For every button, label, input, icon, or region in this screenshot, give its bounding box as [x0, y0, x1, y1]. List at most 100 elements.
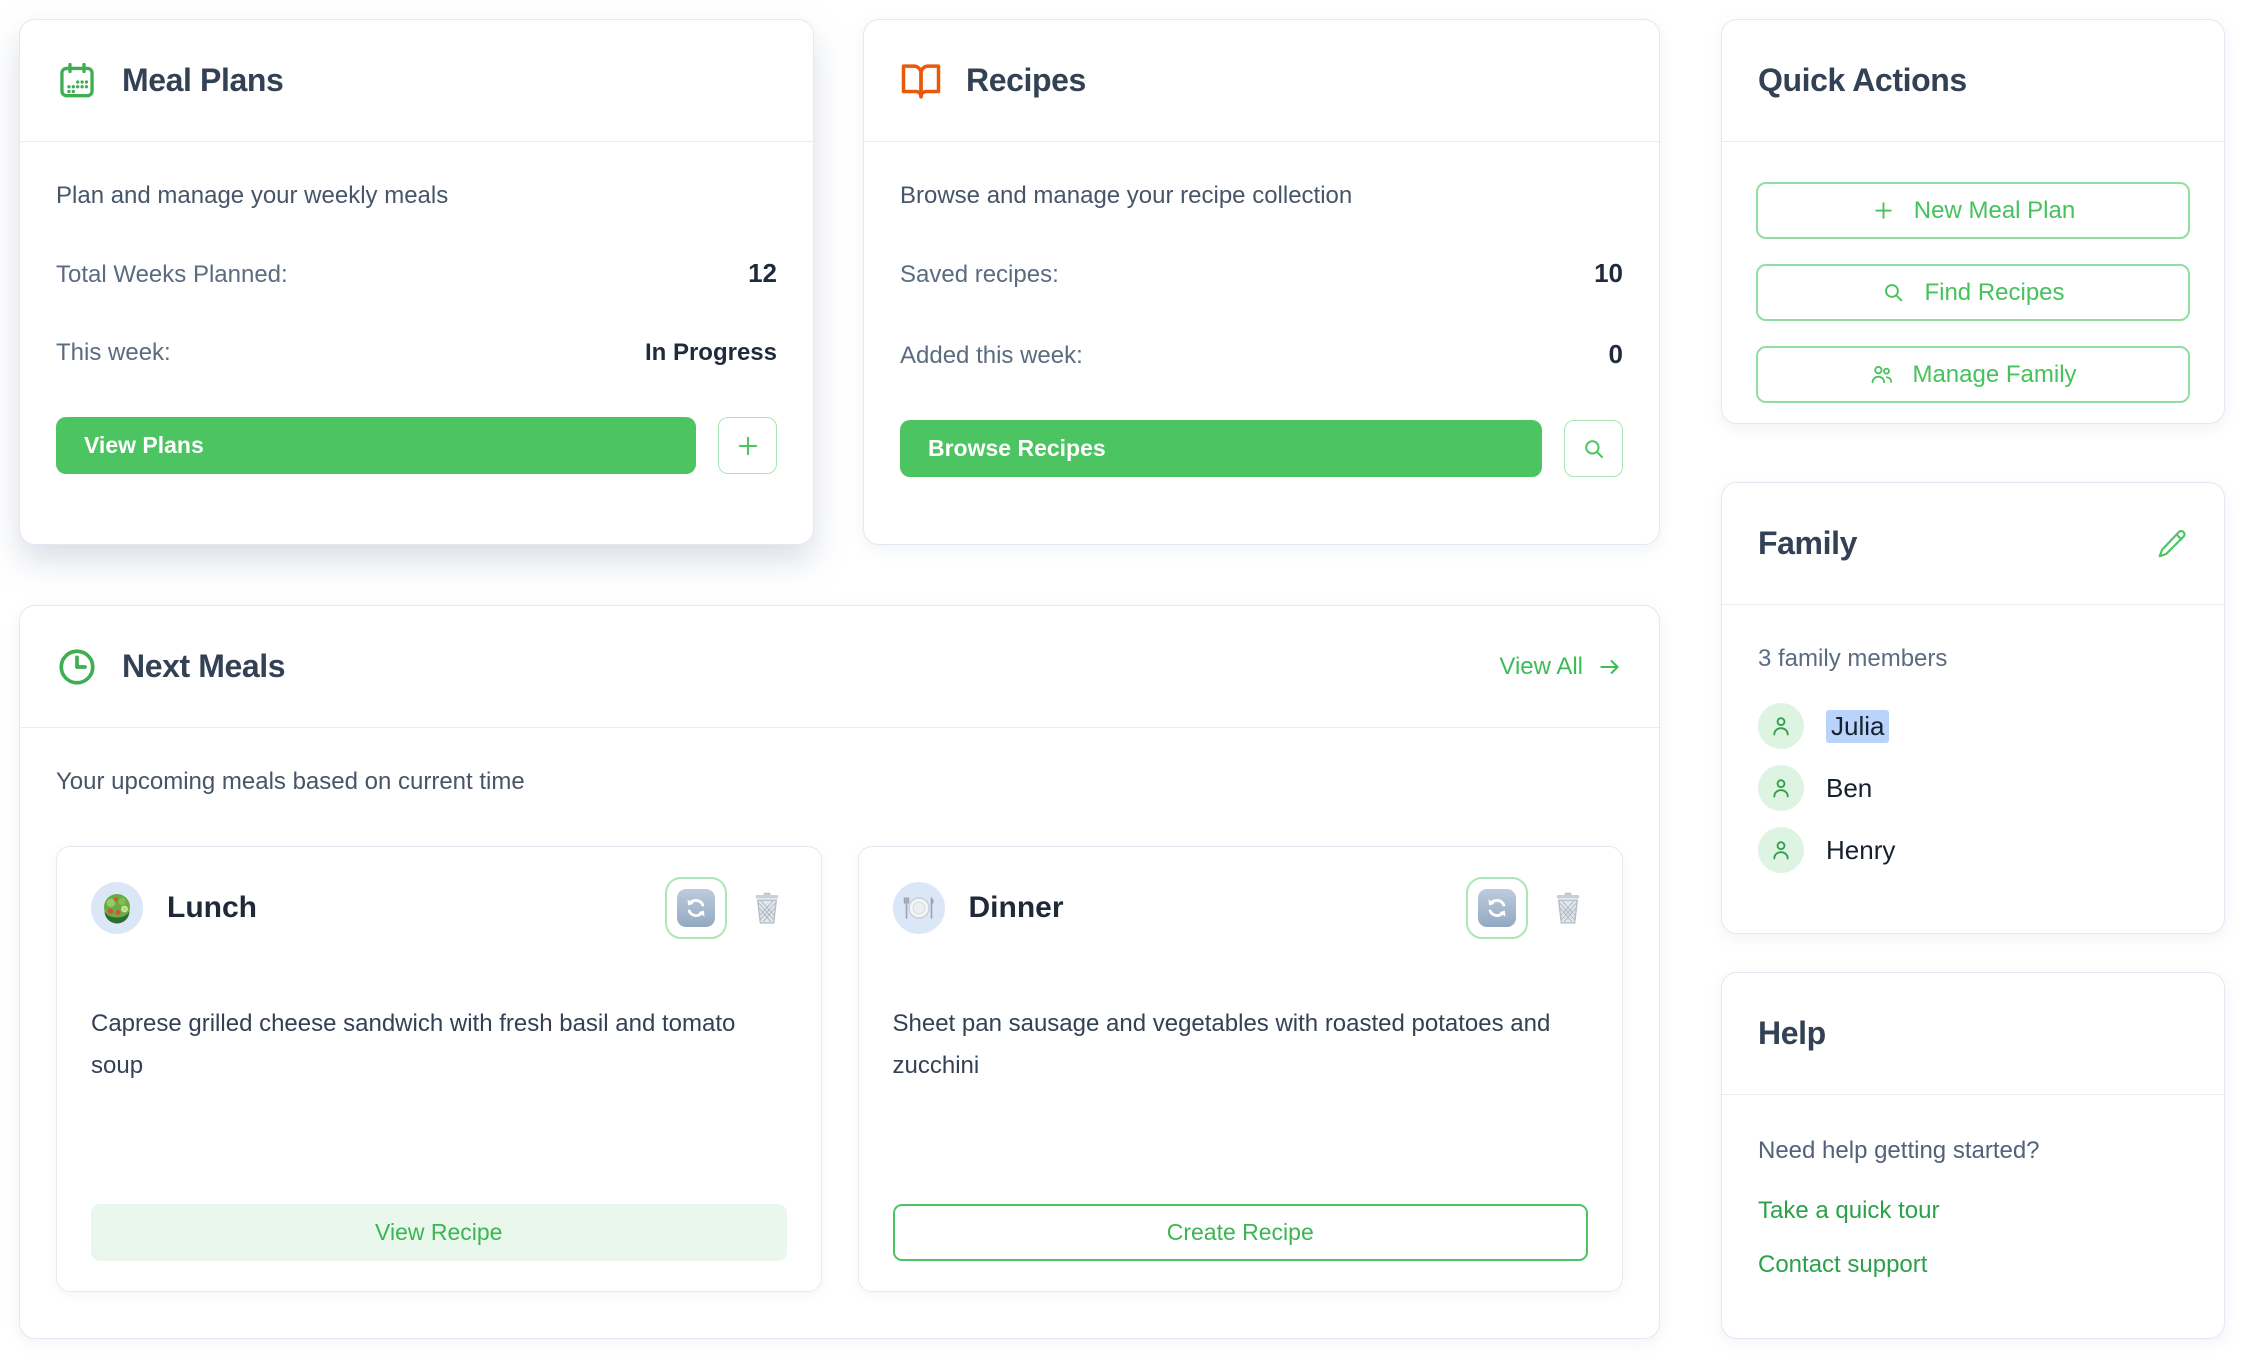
arrow-right-icon	[1597, 654, 1623, 680]
stat-row-added-this-week: Added this week: 0	[900, 339, 1623, 370]
help-question: Need help getting started?	[1758, 1137, 2040, 1164]
meal-plans-title: Meal Plans	[122, 62, 284, 98]
next-meals-title: Next Meals	[122, 648, 286, 684]
swap-meal-button[interactable]	[1466, 877, 1528, 939]
refresh-icon	[676, 889, 715, 927]
quick-actions-title: Quick Actions	[1758, 62, 1967, 98]
next-meals-header: Next Meals View All	[20, 606, 1659, 728]
refresh-icon	[1478, 889, 1516, 927]
plate-utensils-icon	[892, 882, 945, 934]
trash-icon	[747, 888, 787, 928]
take-tour-link[interactable]: Take a quick tour	[1758, 1197, 1940, 1224]
dashboard: Meal Plans Plan and manage your weekly m…	[19, 19, 2225, 1339]
pencil-icon	[2156, 528, 2188, 560]
view-plans-button[interactable]: View Plans	[56, 417, 696, 474]
help-title: Help	[1758, 1015, 1826, 1051]
view-all-label: View All	[1499, 652, 1583, 680]
stat-label: Added this week:	[900, 342, 1083, 369]
next-meals-body: Your upcoming meals based on current tim…	[20, 728, 1659, 1328]
quick-action-label: New Meal Plan	[1913, 196, 2076, 224]
dinner-header: Dinner	[892, 877, 1589, 939]
new-meal-plan-button[interactable]: New Meal Plan	[1756, 182, 2190, 239]
sidebar: Quick Actions New Meal Plan	[1721, 19, 2225, 1339]
family-card: Family 3 family members	[1721, 482, 2225, 934]
stat-value: 0	[1608, 339, 1623, 369]
stat-label: This week:	[56, 339, 171, 366]
contact-support-link[interactable]: Contact support	[1758, 1251, 1928, 1278]
next-meals-heading: Next Meals	[56, 646, 286, 688]
recipes-header: Recipes	[864, 20, 1659, 142]
help-card: Help Need help getting started? Take a q…	[1721, 972, 2225, 1339]
view-all-link[interactable]: View All	[1499, 653, 1623, 681]
edit-family-button[interactable]	[2156, 528, 2188, 560]
view-recipe-button[interactable]: View Recipe	[91, 1204, 787, 1261]
lunch-header: Lunch	[91, 877, 787, 939]
dinner-card: Dinner	[857, 846, 1623, 1292]
meal-plans-description: Plan and manage your weekly meals	[56, 182, 449, 209]
people-icon	[1869, 362, 1894, 387]
dinner-actions	[1466, 877, 1588, 939]
member-name: Ben	[1826, 772, 1873, 803]
stat-value: 12	[748, 258, 777, 288]
help-body: Need help getting started? Take a quick …	[1722, 1095, 2224, 1347]
trash-icon	[1548, 888, 1588, 928]
member-name: Julia	[1826, 709, 1890, 743]
delete-meal-button[interactable]	[1548, 888, 1588, 928]
status-badge: In Progress	[644, 339, 777, 366]
add-meal-plan-button[interactable]	[718, 417, 777, 474]
top-row: Meal Plans Plan and manage your weekly m…	[19, 19, 1660, 545]
find-recipes-button[interactable]: Find Recipes	[1756, 264, 2190, 321]
search-recipes-button[interactable]	[1564, 420, 1623, 477]
person-icon	[1758, 827, 1804, 873]
person-icon	[1758, 703, 1804, 749]
stat-row-saved-recipes: Saved recipes: 10	[900, 258, 1623, 289]
browse-recipes-button[interactable]: Browse Recipes	[900, 420, 1542, 477]
plus-icon	[734, 432, 762, 460]
lunch-meal-description: Caprese grilled cheese sandwich with fre…	[91, 1010, 736, 1079]
member-name: Henry	[1826, 834, 1896, 865]
calendar-icon	[56, 60, 98, 102]
help-header: Help	[1722, 973, 2224, 1095]
recipes-card: Recipes Browse and manage your recipe co…	[863, 19, 1660, 545]
salad-icon	[91, 882, 143, 934]
family-title: Family	[1758, 525, 1857, 561]
stat-row-this-week: This week: In Progress	[56, 339, 777, 367]
manage-family-button[interactable]: Manage Family	[1756, 346, 2190, 403]
quick-actions-card: Quick Actions New Meal Plan	[1721, 19, 2225, 424]
meal-plans-body: Plan and manage your weekly meals Total …	[20, 142, 813, 510]
recipes-description: Browse and manage your recipe collection	[900, 182, 1353, 209]
meal-plans-card: Meal Plans Plan and manage your weekly m…	[19, 19, 814, 545]
recipes-title: Recipes	[966, 62, 1086, 98]
stat-row-total-weeks: Total Weeks Planned: 12	[56, 258, 777, 289]
stat-value: 10	[1594, 258, 1623, 288]
quick-actions-header: Quick Actions	[1722, 20, 2224, 142]
clock-icon	[56, 646, 98, 688]
recipes-actions: Browse Recipes	[900, 420, 1623, 477]
next-meals-card: Next Meals View All Your upcoming meals …	[19, 605, 1660, 1339]
dinner-meal-description: Sheet pan sausage and vegetables with ro…	[892, 1010, 1551, 1079]
meals-row: Lunch	[56, 846, 1623, 1292]
quick-action-label: Find Recipes	[1924, 278, 2065, 306]
stat-label: Total Weeks Planned:	[56, 261, 288, 288]
lunch-title: Lunch	[167, 891, 257, 924]
meal-plans-header: Meal Plans	[20, 20, 813, 142]
person-icon	[1758, 765, 1804, 811]
family-body: 3 family members Julia	[1722, 605, 2224, 925]
search-icon	[1581, 436, 1607, 462]
lunch-actions	[664, 877, 787, 939]
family-member-henry[interactable]: Henry	[1758, 827, 2188, 873]
recipes-body: Browse and manage your recipe collection…	[864, 142, 1659, 513]
family-count: 3 family members	[1758, 645, 1948, 672]
quick-actions-body: New Meal Plan Find Recipes	[1722, 142, 2224, 443]
create-recipe-button[interactable]: Create Recipe	[892, 1204, 1588, 1261]
dinner-title: Dinner	[968, 891, 1064, 924]
quick-action-label: Manage Family	[1912, 360, 2077, 388]
next-meals-description: Your upcoming meals based on current tim…	[56, 768, 525, 795]
plus-icon	[1871, 198, 1896, 223]
delete-meal-button[interactable]	[747, 888, 787, 928]
family-member-julia[interactable]: Julia	[1758, 703, 2188, 749]
family-member-ben[interactable]: Ben	[1758, 765, 2188, 811]
meal-plans-actions: View Plans	[56, 417, 777, 474]
swap-meal-button[interactable]	[664, 877, 727, 939]
book-open-icon	[900, 60, 942, 102]
